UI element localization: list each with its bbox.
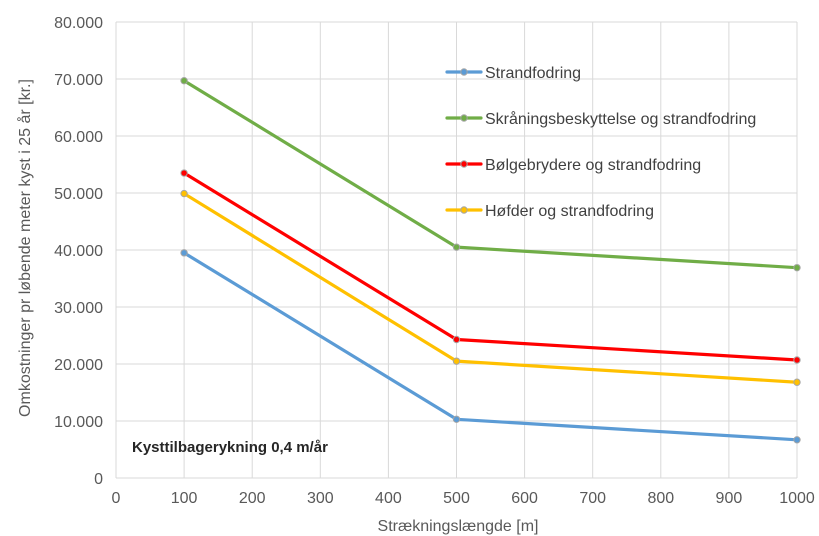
x-tick-label: 100 bbox=[171, 490, 198, 507]
series-layer bbox=[180, 77, 801, 444]
legend-swatch-marker bbox=[460, 160, 468, 168]
y-tick-label: 70.000 bbox=[54, 72, 103, 89]
data-point bbox=[180, 249, 188, 257]
y-axis-title: Omkostninger pr løbende meter kyst i 25 … bbox=[16, 79, 34, 417]
data-point bbox=[793, 356, 801, 364]
data-point bbox=[180, 77, 188, 85]
legend-label: Skråningsbeskyttelse og strandfodring bbox=[485, 110, 756, 128]
legend-swatch-marker bbox=[460, 114, 468, 122]
x-tick-label: 800 bbox=[647, 490, 674, 507]
x-axis-ticks: 0 100 200 300 400 500 600 700 800 900 1000 bbox=[112, 490, 815, 507]
data-point bbox=[793, 436, 801, 444]
data-point bbox=[452, 357, 461, 365]
x-tick-label: 500 bbox=[443, 490, 470, 507]
y-tick-label: 50.000 bbox=[54, 186, 103, 203]
data-point bbox=[793, 263, 801, 272]
data-point bbox=[452, 243, 461, 251]
legend-label: Høfder og strandfodring bbox=[485, 203, 654, 220]
y-tick-label: 0 bbox=[94, 471, 103, 488]
data-point bbox=[180, 169, 188, 177]
x-tick-label: 400 bbox=[375, 490, 402, 507]
x-tick-label: 900 bbox=[716, 490, 743, 507]
x-tick-label: 1000 bbox=[779, 490, 815, 507]
x-tick-label: 300 bbox=[307, 490, 334, 507]
x-axis-title: Strækningslængde [m] bbox=[378, 518, 539, 535]
data-point bbox=[452, 335, 461, 344]
legend-label: Strandfodring bbox=[485, 65, 581, 82]
y-axis-ticks: 0 10.000 20.000 30.000 40.000 50.000 60.000 70.… bbox=[54, 15, 103, 488]
y-tick-label: 60.000 bbox=[54, 129, 103, 146]
x-tick-label: 700 bbox=[579, 490, 606, 507]
y-tick-label: 40.000 bbox=[54, 243, 103, 260]
y-tick-label: 10.000 bbox=[54, 414, 103, 431]
x-tick-label: 0 bbox=[112, 490, 121, 507]
y-tick-label: 80.000 bbox=[54, 15, 103, 32]
x-tick-label: 600 bbox=[511, 490, 538, 507]
data-point bbox=[793, 378, 801, 386]
x-tick-label: 200 bbox=[239, 490, 266, 507]
data-point bbox=[452, 415, 461, 423]
legend: Strandfodring Skråningsbeskyttelse og str… bbox=[445, 65, 756, 220]
annotation-label: Kysttilbagerykning 0,4 m/år bbox=[132, 439, 328, 456]
data-point bbox=[180, 189, 188, 198]
legend-swatch-marker bbox=[460, 206, 468, 214]
y-tick-label: 30.000 bbox=[54, 300, 103, 317]
legend-label: Bølgebrydere og strandfodring bbox=[485, 157, 701, 174]
y-tick-label: 20.000 bbox=[54, 357, 103, 374]
legend-swatch-marker bbox=[460, 68, 468, 76]
